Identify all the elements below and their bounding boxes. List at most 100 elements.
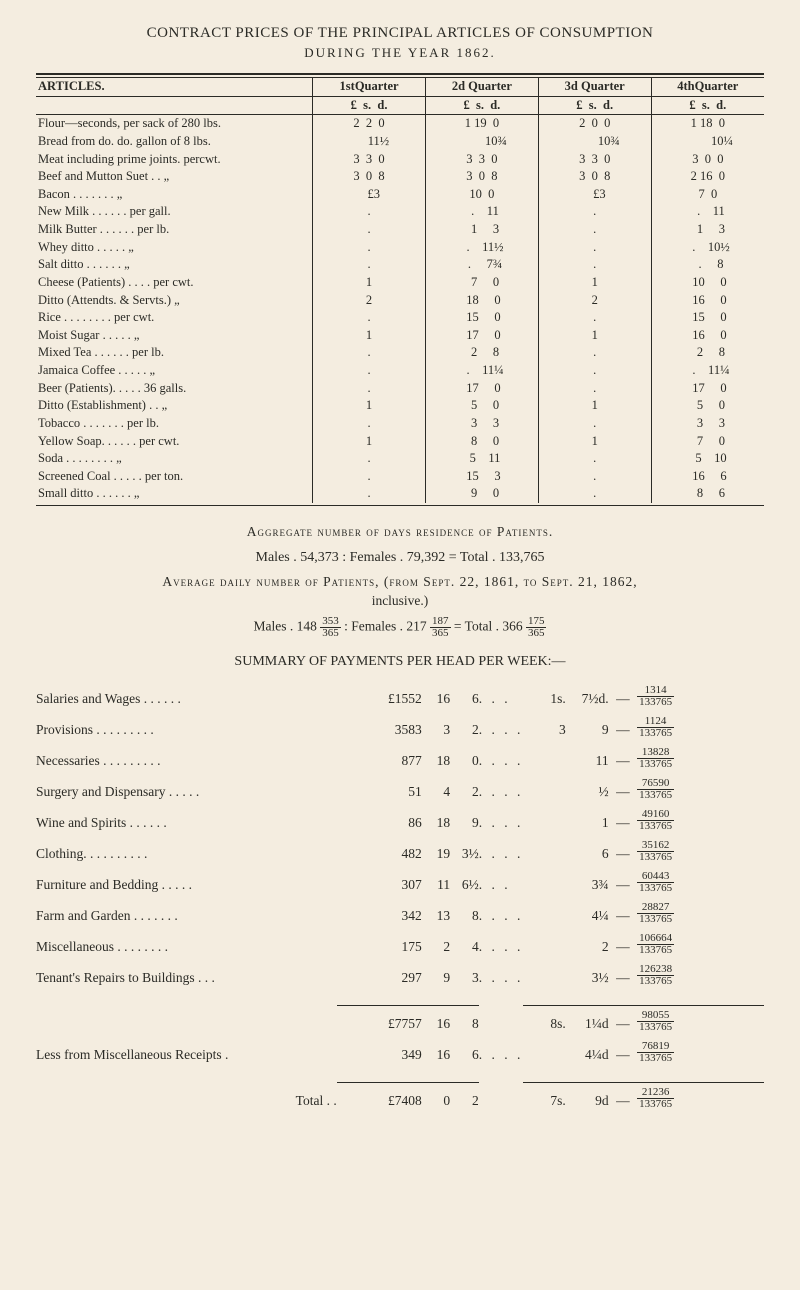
fraction: 98055133765 [637,1010,674,1033]
quarter-value: . [313,344,426,362]
quarter-value: 15 0 [651,309,764,327]
summary-header: SUMMARY OF PAYMENTS PER HEAD PER WEEK:— [36,653,764,671]
summary-shillings: 18 [422,743,450,774]
quarter-value: . [538,309,651,327]
summary-shillings: 3 [422,712,450,743]
summary-col2a [523,867,565,898]
quarter-value: 9 0 [425,485,538,503]
summary-pounds: 482 [337,836,422,867]
subtotal-frac: 98055133765 [637,1005,764,1037]
quarter-value: . 8 [651,256,764,274]
summary-row: Farm and Garden . . . . . . .342138. . .… [36,898,764,929]
article-label: New Milk . . . . . . per gall. [36,203,313,221]
fraction: 106664133765 [637,933,674,956]
summary-dash: — [609,712,637,743]
summary-col2a [523,743,565,774]
col-q3: 3d Quarter [538,78,651,97]
article-label: Screened Coal . . . . . per ton. [36,468,313,486]
summary-pence: 2 [450,712,479,743]
table-row: Milk Butter . . . . . . per lb.. 1 3. 1 … [36,221,764,239]
summary-row: Miscellaneous . . . . . . . .17524. . . … [36,929,764,960]
article-label: Yellow Soap. . . . . . per cwt. [36,433,313,451]
fraction: 49160133765 [637,809,674,832]
table-row: Beer (Patients). . . . . 36 galls.. 17 0… [36,380,764,398]
quarter-value: 16 0 [651,292,764,310]
summary-row: Provisions . . . . . . . . .358332. . . … [36,712,764,743]
summary-label: Tenant's Repairs to Buildings . . . [36,960,337,991]
fraction: 21236133765 [637,1087,674,1110]
summary-label: Furniture and Bedding . . . . . [36,867,337,898]
quarter-value: . [313,203,426,221]
summary-dots: . . . . [479,898,524,929]
quarter-value: 8 6 [651,485,764,503]
article-label: Whey ditto . . . . . „ [36,239,313,257]
summary-dash: — [609,774,637,805]
summary-dash: — [609,867,637,898]
summary-col2a: 3 [523,712,565,743]
quarter-value: . [538,485,651,503]
summary-dash: — [609,743,637,774]
summary-col2a [523,836,565,867]
average-line1: Average daily number of Patients, (from … [162,574,637,589]
subtotal-s: 16 [422,1005,450,1037]
summary-row: Wine and Spirits . . . . . .86189. . . .… [36,805,764,836]
summary-dots: . . . . [479,805,524,836]
quarter-value: 16 6 [651,468,764,486]
summary-dots: . . . . [479,1037,524,1068]
summary-pence: 6 [450,681,479,712]
table-row: Whey ditto . . . . . „. . 11½. . 10½ [36,239,764,257]
summary-label: Provisions . . . . . . . . . [36,712,337,743]
summary-fraction-cell: 49160133765 [637,805,764,836]
quarter-value: 1 [538,274,651,292]
summary-dash: — [609,898,637,929]
avg-mid: : Females . 217 [344,619,427,634]
quarter-value: 1 [538,327,651,345]
summary-row: Furniture and Bedding . . . . .307116½. … [36,867,764,898]
quarter-value: 1 3 [651,221,764,239]
summary-col2b: 4¼d [566,1037,609,1068]
summary-pounds: 3583 [337,712,422,743]
summary-dash: — [609,929,637,960]
quarter-value: 1 [313,274,426,292]
table-row: Bacon . . . . . . . „ £310 0 £37 0 [36,186,764,204]
quarter-value: 3 0 8 [425,168,538,186]
fraction: 126238133765 [637,964,674,987]
summary-label: Wine and Spirits . . . . . . [36,805,337,836]
quarter-value: 3 3 [425,415,538,433]
table-row: Salt ditto . . . . . . „. . 7¾. . 8 [36,256,764,274]
summary-label: Miscellaneous . . . . . . . . [36,929,337,960]
summary-col2a [523,805,565,836]
aggregate-line2: Males . 54,373 : Females . 79,392 = Tota… [36,549,764,567]
summary-dots: . . . . [479,836,524,867]
summary-pence: 0 [450,743,479,774]
table-row: Beef and Mutton Suet . . „3 0 83 0 83 0 … [36,168,764,186]
summary-fraction-cell: 60443133765 [637,867,764,898]
total-pounds: £7408 [337,1082,422,1114]
quarter-value: 15 0 [425,309,538,327]
summary-pence: 4 [450,929,479,960]
table-row: Ditto (Establishment) . . „1 5 01 5 0 [36,397,764,415]
col-articles: ARTICLES. [36,78,313,97]
summary-col2b: 4¼ [566,898,609,929]
summary-row: Surgery and Dispensary . . . . .5142. . … [36,774,764,805]
table-row: Tobacco . . . . . . . per lb.. 3 3. 3 3 [36,415,764,433]
summary-pence: 2 [450,774,479,805]
total-col2b: 9d [566,1082,609,1114]
page-title: CONTRACT PRICES OF THE PRINCIPAL ARTICLE… [36,24,764,43]
summary-pence: 6½ [450,867,479,898]
summary-col2b: 6 [566,836,609,867]
quarter-value: 3 3 0 [313,151,426,169]
summary-col2b: 3¾ [566,867,609,898]
quarter-value: . 11½ [425,239,538,257]
summary-fraction-cell: 1314133765 [637,681,764,712]
quarter-value: . [538,415,651,433]
article-label: Soda . . . . . . . . „ [36,450,313,468]
total-col2a: 7s. [523,1082,565,1114]
avg-frac1: 353365 [320,616,341,639]
article-label: Ditto (Establishment) . . „ [36,397,313,415]
subtotal-col2a: 8s. [523,1005,565,1037]
summary-label: Less from Miscellaneous Receipts . [36,1037,337,1068]
col-q2: 2d Quarter [425,78,538,97]
summary-dots: . . . . [479,712,524,743]
table-row: Rice . . . . . . . . per cwt.. 15 0. 15 … [36,309,764,327]
